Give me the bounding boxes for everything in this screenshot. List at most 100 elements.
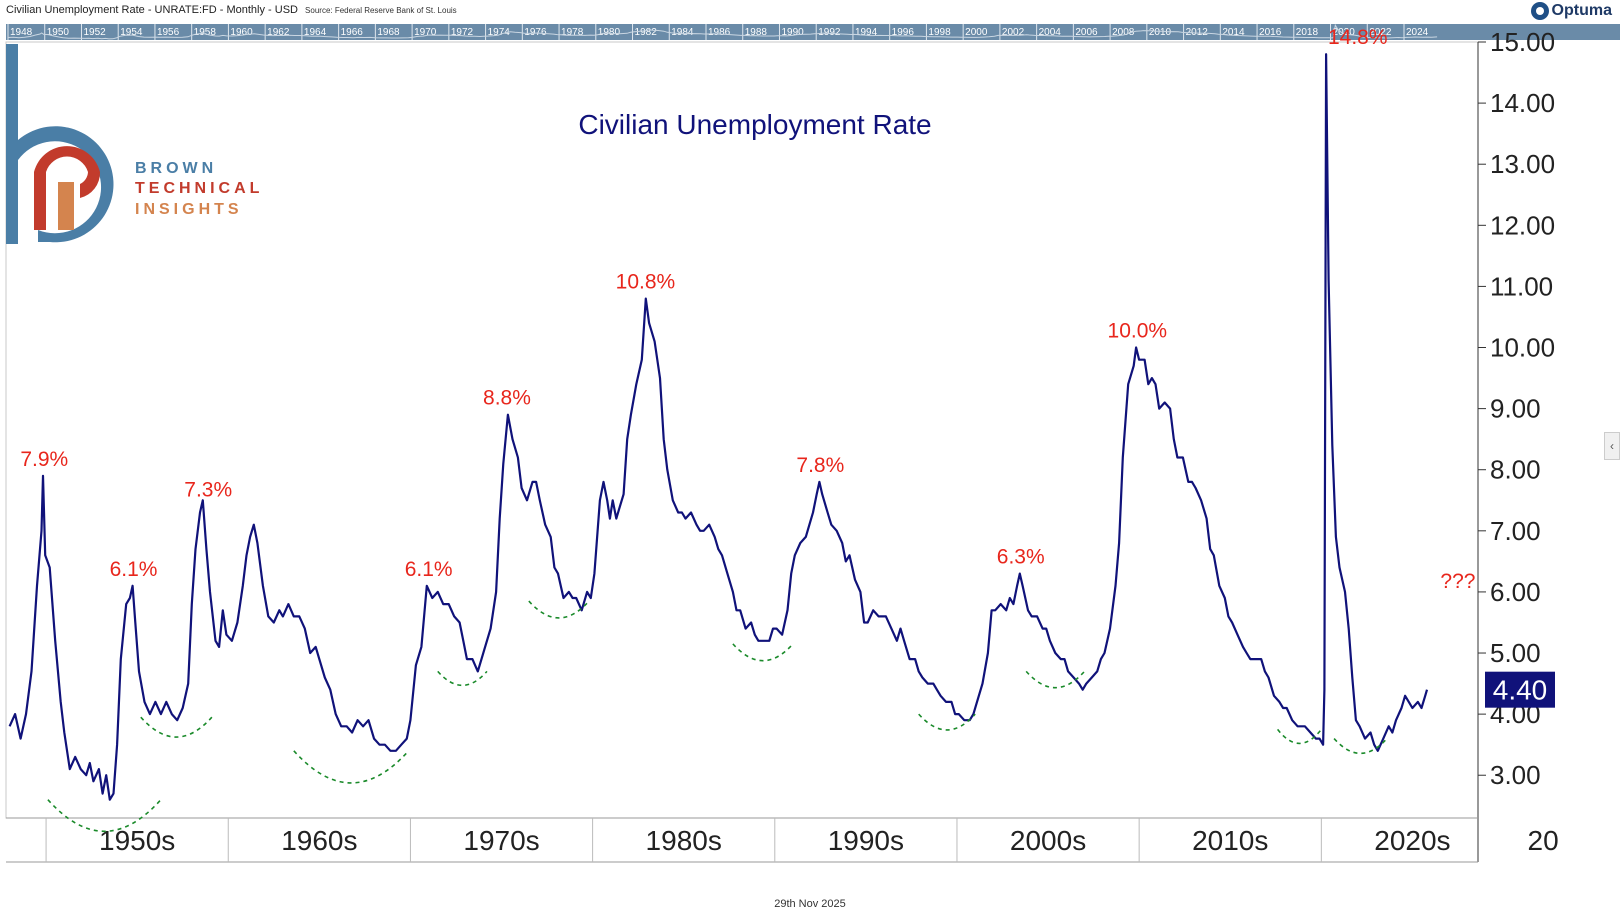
series-name: Civilian Unemployment Rate - UNRATE:FD -…: [6, 4, 298, 16]
header-bar: Civilian Unemployment Rate - UNRATE:FD -…: [0, 0, 1620, 22]
year-strip-sparkline: [7, 24, 1438, 40]
optuma-brand[interactable]: Optuma: [1530, 2, 1612, 20]
y-tick-label: 8.00: [1490, 455, 1541, 485]
logo-mark-icon: [6, 44, 114, 244]
y-tick-label: 14.00: [1490, 88, 1555, 118]
y-tick-label: 5.00: [1490, 638, 1541, 668]
y-tick-label: 7.00: [1490, 516, 1541, 546]
y-tick-label: 13.00: [1490, 149, 1555, 179]
logo-text-insights: INSIGHTS: [135, 201, 243, 218]
source-note: Source: Federal Reserve Bank of St. Loui…: [305, 6, 457, 15]
year-strip-label[interactable]: 2012: [1186, 27, 1209, 38]
chevron-left-icon: ‹: [1610, 439, 1614, 453]
year-strip-label[interactable]: 1962: [267, 27, 290, 38]
y-tick-label: 11.00: [1490, 271, 1553, 301]
year-strip-label[interactable]: 2010: [1149, 27, 1172, 38]
peak-annotation: 6.3%: [997, 546, 1045, 569]
peak-annotation: 7.9%: [20, 448, 68, 471]
y-tick-label: 15.00: [1490, 27, 1555, 57]
year-strip-label[interactable]: 1990: [781, 27, 804, 38]
decade-label: 1950s: [99, 825, 175, 856]
trough-arc: [528, 600, 590, 619]
year-strip-label[interactable]: 2016: [1259, 27, 1282, 38]
decade-label: 1960s: [281, 825, 357, 856]
year-strip-label[interactable]: 1958: [194, 27, 217, 38]
peak-annotation: ???: [1440, 570, 1475, 593]
peak-annotation: 8.8%: [483, 387, 531, 410]
year-strip-label[interactable]: 1948: [10, 27, 33, 38]
trough-arc: [437, 670, 488, 686]
year-strip-label[interactable]: 1984: [671, 27, 694, 38]
footer-date: 29th Nov 2025: [774, 898, 846, 910]
year-strip-label[interactable]: 1966: [341, 27, 364, 38]
year-navigator-svg: 1948 1950 1952 1954 1956 1958 1960 1962 1964 1966…: [7, 24, 1438, 40]
year-strip-label[interactable]: 1996: [892, 27, 915, 38]
logo-r-shape: [34, 146, 101, 230]
year-strip-label[interactable]: 1988: [745, 27, 768, 38]
y-tick-label: 12.00: [1490, 210, 1555, 240]
year-strip-label[interactable]: 1994: [855, 27, 878, 38]
y-tick-label: 6.00: [1490, 577, 1541, 607]
last-value-badge: [1485, 671, 1555, 708]
trough-arc: [732, 643, 794, 662]
year-navigator-strip[interactable]: 1948 1950 1952 1954 1956 1958 1960 1962 1964 1966…: [6, 24, 1620, 40]
year-strip-label[interactable]: 2020: [1333, 27, 1356, 38]
peak-annotation: 7.8%: [796, 454, 844, 477]
year-strip-label[interactable]: 1956: [157, 27, 180, 38]
year-strip-label[interactable]: 2002: [1002, 27, 1025, 38]
chart-header-title: Civilian Unemployment Rate - UNRATE:FD -…: [6, 4, 457, 16]
year-strip-label[interactable]: 1976: [524, 27, 547, 38]
year-strip-label[interactable]: 2024: [1406, 27, 1429, 38]
decade-label: 2020s: [1374, 825, 1450, 856]
y-tick-label: 9.00: [1490, 394, 1541, 424]
year-strip-label[interactable]: 1970: [414, 27, 437, 38]
year-strip-label[interactable]: 2008: [1112, 27, 1135, 38]
year-strip-label[interactable]: 2014: [1222, 27, 1245, 38]
year-strip-label[interactable]: 2006: [1075, 27, 1098, 38]
logo-stem-shape: [6, 44, 18, 244]
y-tick-label: 3.00: [1490, 760, 1541, 790]
year-strip-label[interactable]: 1964: [304, 27, 327, 38]
decade-label: 1990s: [828, 825, 904, 856]
year-strip-label[interactable]: 2004: [1039, 27, 1062, 38]
chart-title: Civilian Unemployment Rate: [578, 109, 931, 140]
logo-text-brown: BROWN: [135, 160, 218, 177]
decade-label: 1980s: [646, 825, 722, 856]
decade-label: 2000s: [1010, 825, 1086, 856]
trough-arc: [1333, 738, 1388, 754]
unemployment-line: [8, 53, 1429, 801]
year-strip-label[interactable]: 1980: [598, 27, 621, 38]
year-strip-label[interactable]: 1974: [488, 27, 511, 38]
brown-technical-insights-logo: BROWN TECHNICAL INSIGHTS: [0, 42, 280, 272]
last-value-label: 4.40: [1493, 675, 1548, 706]
year-strip-label[interactable]: 1992: [818, 27, 841, 38]
trough-arc: [918, 713, 976, 731]
peak-annotation: 6.1%: [405, 558, 453, 581]
trough-arc: [293, 750, 410, 784]
year-strip-label[interactable]: 1950: [47, 27, 70, 38]
decade-label: 1970s: [463, 825, 539, 856]
year-strip-label[interactable]: 1952: [83, 27, 106, 38]
year-strip-label[interactable]: 1978: [561, 27, 584, 38]
year-strip-label[interactable]: 1954: [120, 27, 143, 38]
year-strip-label[interactable]: 2018: [1296, 27, 1319, 38]
year-strip-label[interactable]: 1968: [377, 27, 400, 38]
year-strip-label[interactable]: 1986: [708, 27, 731, 38]
trough-arc: [1276, 728, 1322, 745]
optuma-logo-icon: [1530, 2, 1549, 20]
year-strip-label[interactable]: 1960: [230, 27, 253, 38]
peak-annotation: 10.0%: [1108, 320, 1168, 343]
year-strip-label[interactable]: 1972: [451, 27, 474, 38]
year-strip-label[interactable]: 2022: [1369, 27, 1392, 38]
peak-annotation: 7.3%: [184, 478, 232, 501]
year-strip-label[interactable]: 1982: [635, 27, 658, 38]
trough-arc: [140, 716, 213, 738]
year-strip-label[interactable]: 1998: [928, 27, 951, 38]
year-strip-label[interactable]: 2000: [965, 27, 988, 38]
brand-name: Optuma: [1551, 2, 1612, 19]
trough-arc: [1025, 670, 1086, 689]
decade-label: 20: [1528, 825, 1559, 856]
collapse-panel-tab[interactable]: ‹: [1604, 432, 1620, 460]
trough-arc: [47, 799, 162, 832]
